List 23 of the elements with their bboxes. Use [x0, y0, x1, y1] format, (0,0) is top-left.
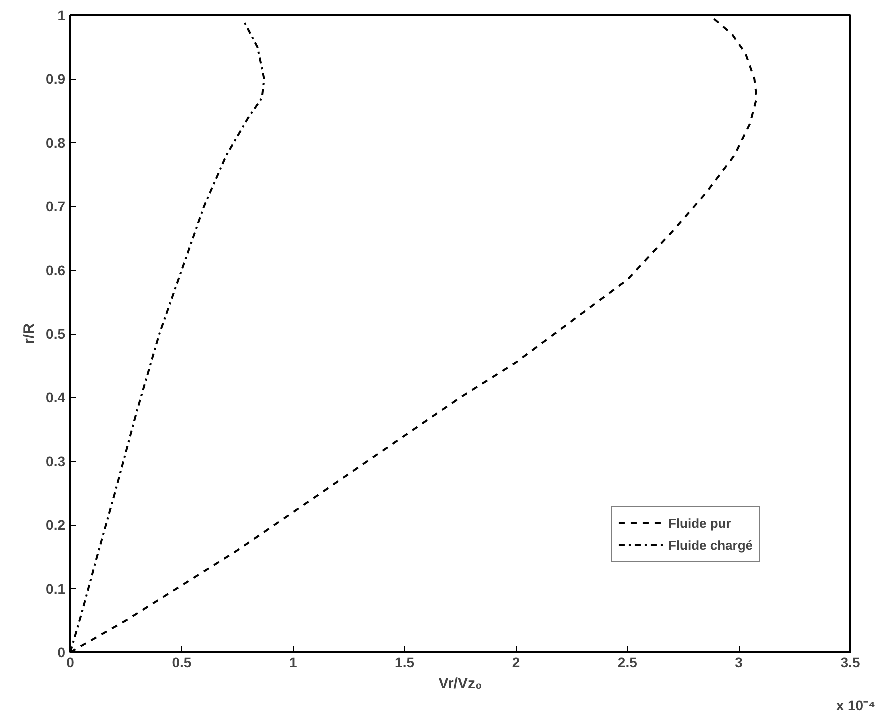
y-tick-label: 0.6 — [46, 262, 66, 278]
legend-label: Fluide pur — [668, 516, 732, 530]
x-tick-label: 2.5 — [618, 654, 638, 670]
y-tick-label: 0.7 — [46, 198, 66, 215]
text: x 10⁻⁴ — [836, 698, 876, 713]
x-tick-label: 0.5 — [172, 654, 192, 670]
legend-label: Fluide chargé — [668, 538, 753, 552]
x-tick-label: 1 — [289, 654, 298, 670]
y-tick-label: 0.5 — [46, 326, 66, 342]
x-tick-label: 2 — [512, 654, 520, 670]
y-tick-label: 0.2 — [46, 517, 66, 534]
x-tick-label: 3.5 — [840, 654, 860, 670]
y-tick-label: 0 — [58, 644, 66, 660]
y-axis-title: r/R — [21, 323, 38, 344]
x-tick-label: 1.5 — [395, 654, 415, 670]
x-tick-label: 3 — [735, 654, 744, 670]
x-axis-title: Vr/Vz₀ — [438, 676, 482, 692]
y-tick-label: 0.4 — [46, 390, 66, 406]
y-tick-label: 1 — [58, 8, 66, 24]
y-tick-label: 0.3 — [46, 453, 66, 470]
y-tick-label: 0.1 — [46, 580, 66, 597]
y-tick-label: 0.9 — [46, 71, 66, 88]
y-tick-label: 0.8 — [46, 134, 66, 151]
